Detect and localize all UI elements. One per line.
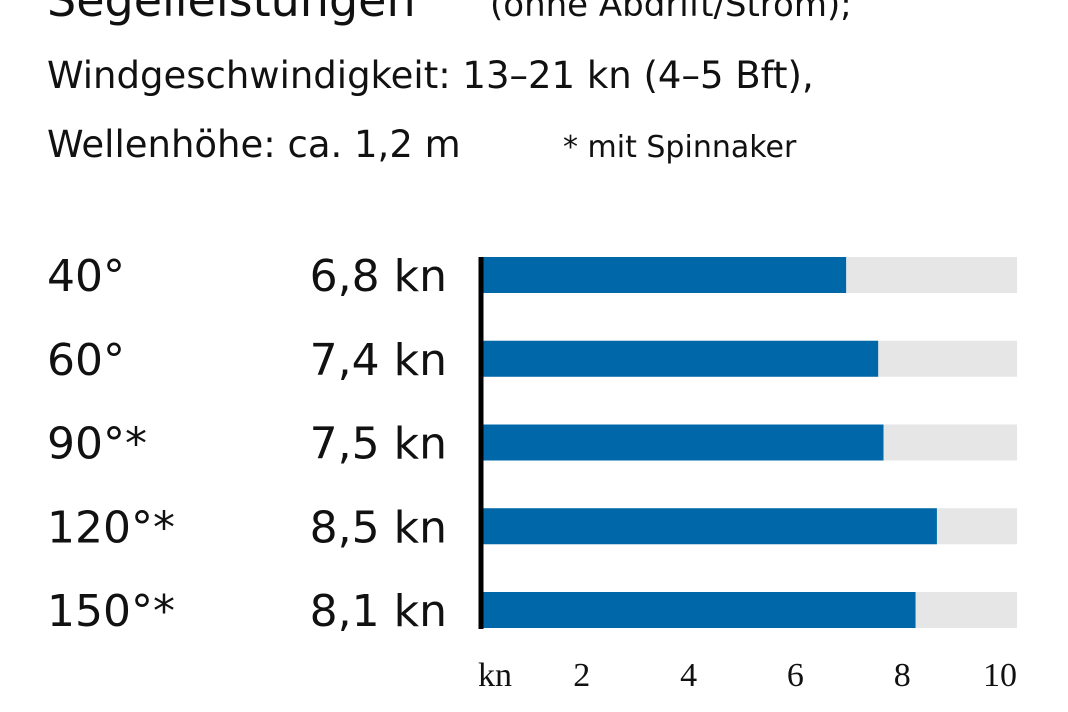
- value-label: 8,1 kn: [310, 586, 447, 637]
- category-label: 120°*: [47, 502, 175, 553]
- x-tick-label: 4: [680, 657, 697, 694]
- bar: [483, 257, 847, 293]
- chart-title: Segelleistungen: [47, 0, 416, 27]
- bar: [483, 340, 879, 377]
- category-label: 40°: [47, 251, 125, 302]
- value-label: 6,8 kn: [310, 251, 447, 302]
- title-note: (ohne Abdrift/Strom);: [490, 0, 852, 25]
- x-tick-label: 2: [573, 657, 590, 694]
- axis-label: kn: [478, 657, 512, 694]
- bar: [483, 424, 884, 461]
- x-tick-label: 10: [983, 657, 1017, 694]
- value-label: 8,5 kn: [310, 502, 447, 553]
- x-tick-label: 8: [894, 657, 911, 694]
- subtitle: Wellenhöhe: ca. 1,2 m: [47, 123, 461, 166]
- value-label: 7,5 kn: [310, 419, 447, 470]
- category-label: 150°*: [47, 586, 175, 637]
- x-tick-label: 6: [787, 657, 804, 694]
- annotation: * mit Spinnaker: [563, 130, 797, 165]
- value-label: 7,4 kn: [310, 335, 447, 386]
- bar: [483, 592, 916, 628]
- category-label: 90°*: [47, 419, 147, 470]
- bar: [483, 508, 937, 545]
- category-label: 60°: [47, 335, 125, 386]
- subtitle: Windgeschwindigkeit: 13–21 kn (4–5 Bft),: [47, 54, 814, 97]
